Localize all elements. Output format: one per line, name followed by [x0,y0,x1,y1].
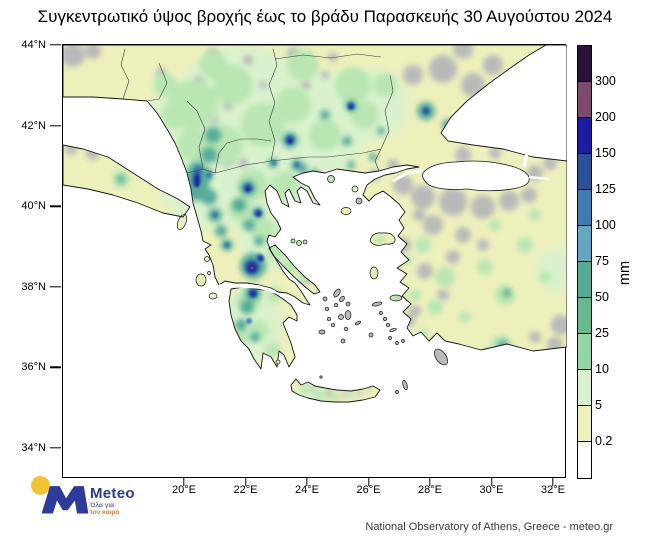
lat-tick-mark [50,366,61,369]
legend-tick-label: 5 [595,398,602,412]
logo-brand-text: Meteo [90,485,135,502]
map-title: Συγκεντρωτικό ύψος βροχής έως το βράδυ Π… [37,7,613,26]
legend-swatch [578,118,591,154]
legend-tick-label: 200 [595,110,616,124]
legend-swatch [578,406,591,442]
lat-tick-label: 42°N [21,119,46,132]
lon-tick-label: 20°E [172,484,196,496]
lon-tick-mark [306,478,308,486]
meteo-logo: Meteo Όλα για τον καιρό [28,475,158,523]
lat-tick-mark [50,124,61,127]
lon-tick-label: 22°E [233,484,258,496]
legend-tick-label: 300 [595,74,616,88]
logo-tagline-line2: τον καιρό [90,509,120,516]
legend-unit-label: mm [617,260,633,286]
lon-tick-mark [552,478,554,486]
logo-sun-circle [31,476,50,495]
lat-tick-label: 34°N [21,442,46,454]
lat-tick-label: 36°N [21,361,46,374]
legend-tick-label: 100 [595,218,616,232]
legend-tick-label: 75 [595,254,609,268]
logo-m-mark [42,486,89,514]
lon-tick-label: 24°E [295,484,319,496]
map-canvas [62,44,568,478]
legend-swatch [578,46,591,82]
legend-tick-label: 10 [595,362,609,376]
legend-tick-label: 0.2 [595,434,613,448]
legend-swatch [578,82,591,118]
legend-swatch [578,334,591,370]
attribution-text: National Observatory of Athens, Greece -… [365,521,613,533]
lat-tick-mark [50,286,61,288]
lat-tick-mark [50,205,61,207]
logo-tagline-line1: Όλα για [90,502,115,509]
lon-tick-label: 32°E [541,484,565,496]
legend-swatch [578,262,591,298]
lat-tick-label: 44°N [21,39,46,51]
lon-tick-mark [183,478,185,486]
legend-tick-label: 25 [595,326,609,340]
legend-swatch [578,154,591,190]
legend-tick-label: 150 [595,146,616,160]
lon-tick-label: 30°E [479,484,504,496]
legend-swatch [578,298,591,334]
legend-colorbar [577,45,592,479]
lat-tick-mark [50,447,61,449]
lat-tick-label: 38°N [21,280,46,293]
legend-swatch [578,442,591,478]
lon-tick-mark [429,478,431,486]
legend-swatch [578,370,591,406]
lat-tick-label: 40°N [21,200,46,213]
lon-tick-mark [367,478,370,486]
legend-tick-label: 50 [595,290,609,304]
legend-swatch [578,226,591,262]
lat-tick-mark [50,44,61,46]
lon-tick-label: 26°E [356,484,381,496]
legend-swatch [578,190,591,226]
legend-tick-label: 125 [595,182,616,196]
lon-tick-mark [244,478,247,486]
greece-rainfall-map [62,44,568,403]
lon-tick-mark [490,478,493,486]
lon-tick-label: 28°E [418,484,442,496]
